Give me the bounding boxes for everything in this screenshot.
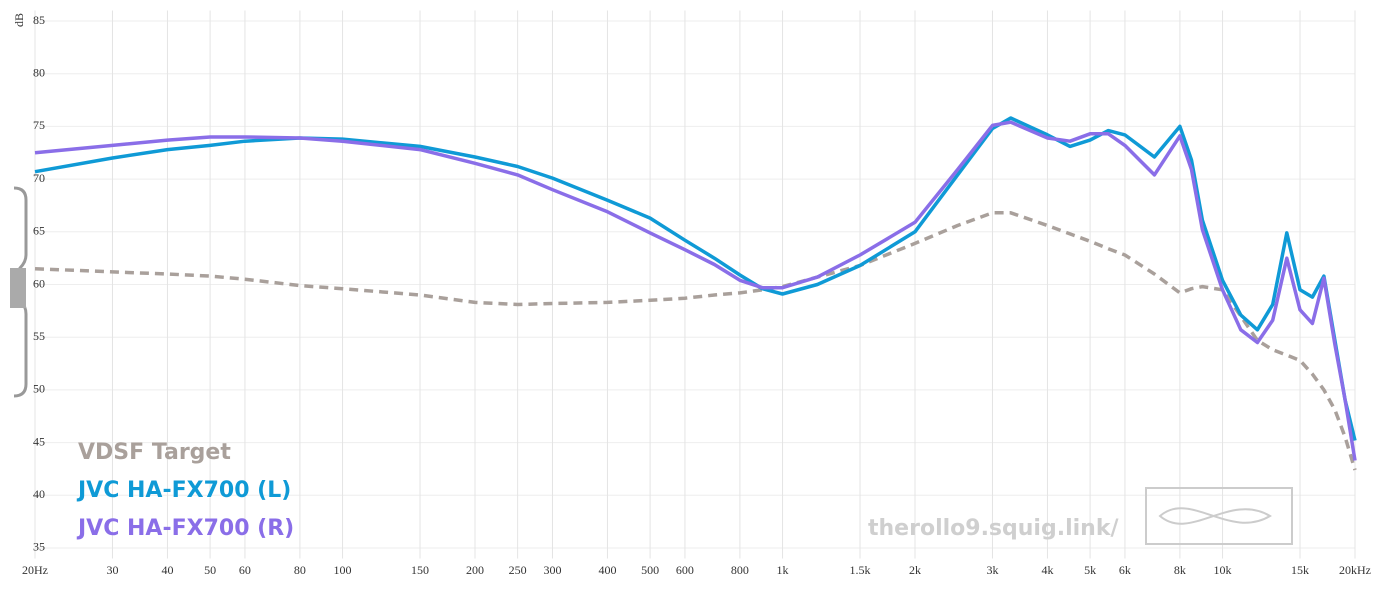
x-tick-label: 10k — [1214, 563, 1232, 577]
y-tick-label: 60 — [33, 276, 45, 290]
x-tick-label: 150 — [411, 563, 429, 577]
x-tick-label: 3k — [986, 563, 998, 577]
x-tick-label: 15k — [1291, 563, 1309, 577]
y-tick-label: 80 — [33, 65, 45, 79]
y-tick-label: 70 — [33, 171, 45, 185]
x-tick-label: 30 — [106, 563, 118, 577]
handle — [10, 186, 28, 398]
logo — [1145, 487, 1293, 545]
x-tick-label: 400 — [598, 563, 616, 577]
x-tick-label: 20kHz — [1339, 563, 1371, 577]
y-tick-label: 75 — [33, 118, 45, 132]
x-tick-label: 5k — [1084, 563, 1096, 577]
x-tick-label: 1k — [777, 563, 789, 577]
x-tick-label: 800 — [731, 563, 749, 577]
grid — [34, 10, 1356, 559]
series-line — [34, 211, 1357, 471]
x-tick-label: 200 — [466, 563, 484, 577]
x-tick-label: 4k — [1041, 563, 1053, 577]
x-tick-label: 2k — [909, 563, 921, 577]
x-tick-label: 100 — [334, 563, 352, 577]
x-tick-label: 20Hz — [22, 563, 48, 577]
y-tick-label: 50 — [33, 382, 45, 396]
series-line — [34, 116, 1357, 441]
y-tick-label: 85 — [33, 13, 45, 27]
y-tick-label: 55 — [33, 329, 45, 343]
y-tick-label: 40 — [33, 487, 45, 501]
y-axis-label: dB — [12, 13, 26, 27]
x-tick-label: 40 — [161, 563, 173, 577]
x-tick-label: 8k — [1174, 563, 1186, 577]
legend-entry: VDSF Target — [78, 440, 231, 465]
watermark: therollo9.squig.link/ — [868, 516, 1119, 541]
x-tick-label: 50 — [204, 563, 216, 577]
y-tick-label: 35 — [33, 540, 45, 554]
x-tick-label: 600 — [676, 563, 694, 577]
y-tick-label: 65 — [33, 224, 45, 238]
x-tick-label: 6k — [1119, 563, 1131, 577]
x-tick-label: 250 — [509, 563, 527, 577]
x-tick-label: 80 — [294, 563, 306, 577]
y-tick-label: 45 — [33, 434, 45, 448]
series-line — [34, 120, 1357, 461]
x-tick-label: 500 — [641, 563, 659, 577]
x-tick-label: 300 — [543, 563, 561, 577]
x-tick-label: 60 — [239, 563, 251, 577]
legend-entry: JVC HA-FX700 (R) — [76, 516, 294, 541]
legend-entry: JVC HA-FX700 (L) — [76, 478, 291, 503]
x-tick-label: 1.5k — [850, 563, 871, 577]
